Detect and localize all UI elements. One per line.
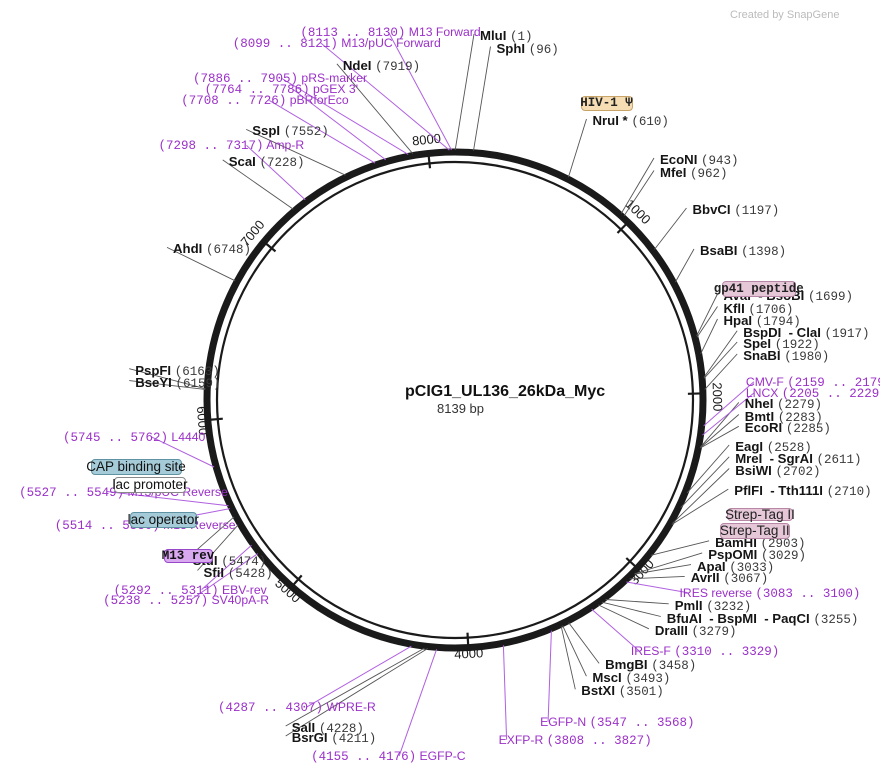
svg-text:2000: 2000 xyxy=(710,382,726,411)
svg-text:4000: 4000 xyxy=(454,645,484,662)
